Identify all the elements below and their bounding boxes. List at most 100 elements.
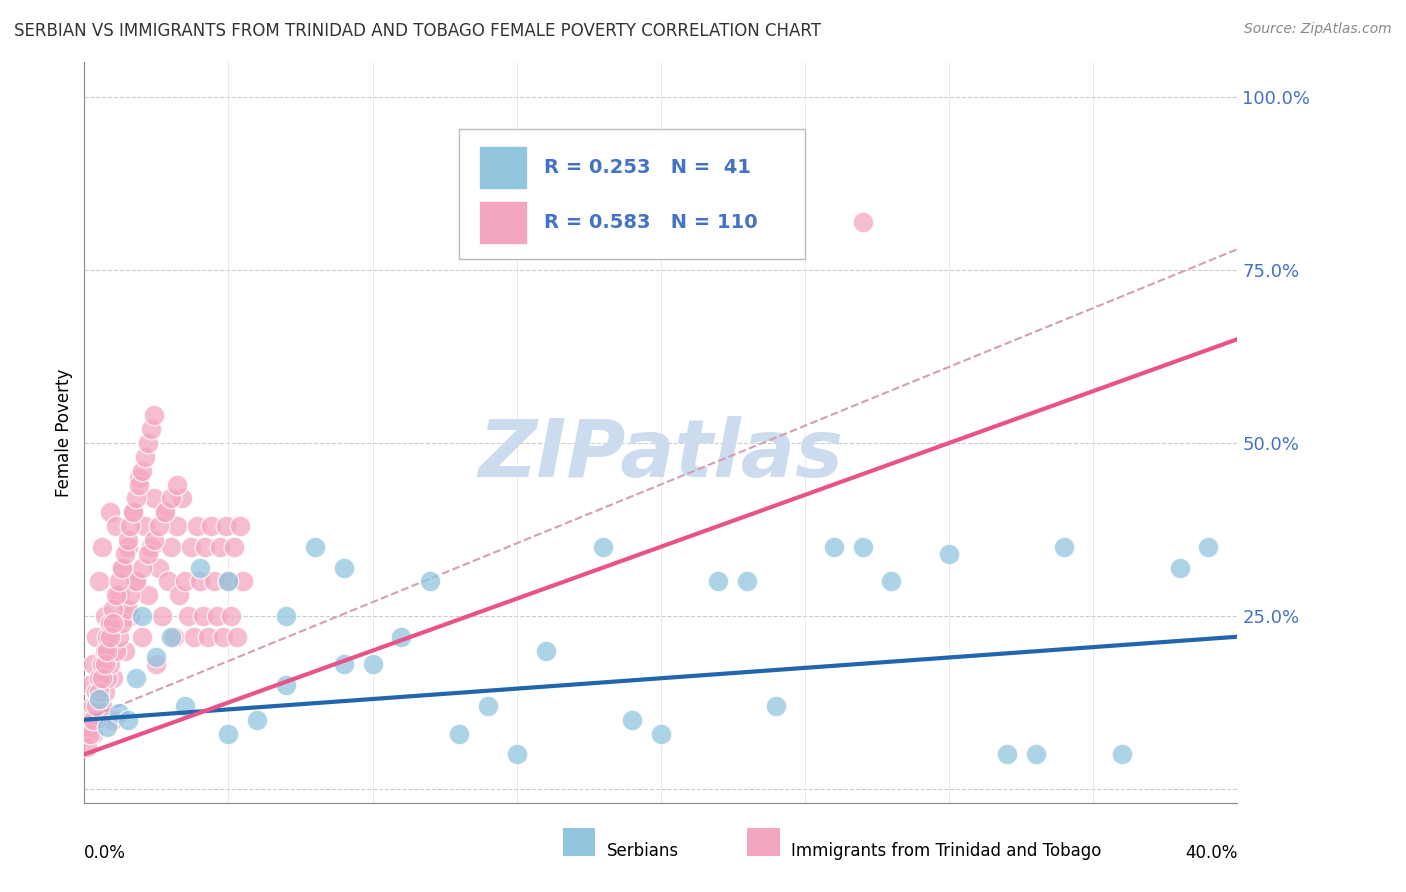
Point (1025, 747, 1047, 762)
Point (166, 477, 188, 491)
Point (117, 713, 139, 727)
Point (156, 574, 179, 589)
Point (1168, 560, 1191, 574)
Point (218, 726, 240, 740)
Point (93, 657, 115, 672)
Point (197, 630, 219, 644)
Point (142, 491, 165, 506)
Point (96, 643, 118, 657)
Point (621, 713, 644, 727)
Point (188, 574, 211, 589)
Bar (478, 146, 527, 189)
Point (333, 560, 356, 574)
Point (82, 726, 104, 740)
Point (125, 574, 148, 589)
Text: Serbians: Serbians (606, 842, 679, 860)
Point (96, 643, 118, 657)
Point (134, 519, 156, 533)
Point (333, 657, 356, 672)
Point (131, 560, 153, 574)
Point (419, 574, 441, 589)
Point (98, 505, 121, 519)
Point (103, 671, 124, 685)
Point (172, 491, 194, 506)
Point (160, 630, 183, 644)
Point (117, 533, 139, 547)
Point (194, 540, 217, 554)
Point (90, 671, 112, 685)
Point (142, 409, 165, 423)
Point (592, 540, 614, 554)
Point (84, 698, 107, 713)
Point (131, 464, 153, 478)
Point (82, 698, 104, 713)
Point (131, 630, 153, 644)
Point (276, 678, 298, 692)
Point (120, 588, 142, 602)
Point (96, 720, 118, 734)
Point (105, 519, 128, 533)
Point (90, 540, 112, 554)
Point (98, 615, 121, 630)
Text: ZIPatlas: ZIPatlas (478, 416, 844, 494)
Point (93, 609, 115, 624)
Point (224, 540, 246, 554)
Point (145, 657, 167, 672)
Point (163, 630, 186, 644)
Point (87, 574, 110, 589)
Point (125, 491, 148, 506)
Point (111, 615, 134, 630)
Point (214, 519, 236, 533)
Point (391, 630, 413, 644)
Point (191, 609, 214, 624)
Point (186, 519, 208, 533)
Point (105, 588, 128, 602)
Point (823, 540, 845, 554)
Point (150, 609, 173, 624)
Text: Source: ZipAtlas.com: Source: ZipAtlas.com (1244, 22, 1392, 37)
Point (852, 540, 875, 554)
Point (96, 630, 118, 644)
Point (221, 609, 243, 624)
Point (117, 602, 139, 616)
Point (136, 547, 159, 561)
Point (1111, 747, 1133, 762)
Point (136, 588, 159, 602)
Point (103, 615, 124, 630)
Point (131, 609, 153, 624)
Point (174, 698, 197, 713)
Point (114, 643, 136, 657)
Point (707, 574, 730, 589)
Point (82, 713, 104, 727)
Point (98, 630, 121, 644)
Point (232, 574, 254, 589)
Text: SERBIAN VS IMMIGRANTS FROM TRINIDAD AND TOBAGO FEMALE POVERTY CORRELATION CHART: SERBIAN VS IMMIGRANTS FROM TRINIDAD AND … (14, 22, 821, 40)
Point (174, 574, 197, 589)
Point (160, 540, 183, 554)
Point (153, 505, 176, 519)
Point (880, 574, 903, 589)
Point (114, 547, 136, 561)
FancyBboxPatch shape (460, 129, 806, 259)
Point (122, 505, 145, 519)
Point (136, 436, 159, 450)
Point (229, 519, 252, 533)
Point (765, 698, 787, 713)
Point (153, 505, 176, 519)
Point (534, 643, 557, 657)
Point (1053, 540, 1076, 554)
Point (852, 214, 875, 228)
Point (120, 609, 142, 624)
Point (139, 540, 162, 554)
Point (477, 698, 499, 713)
Point (76, 726, 98, 740)
Point (103, 713, 124, 727)
Point (148, 560, 170, 574)
Point (84, 630, 107, 644)
Point (82, 657, 104, 672)
Point (84, 685, 107, 699)
Y-axis label: Female Poverty: Female Poverty (55, 368, 73, 497)
Point (87, 685, 110, 699)
Point (120, 519, 142, 533)
Text: R = 0.253   N =  41: R = 0.253 N = 41 (544, 158, 751, 178)
